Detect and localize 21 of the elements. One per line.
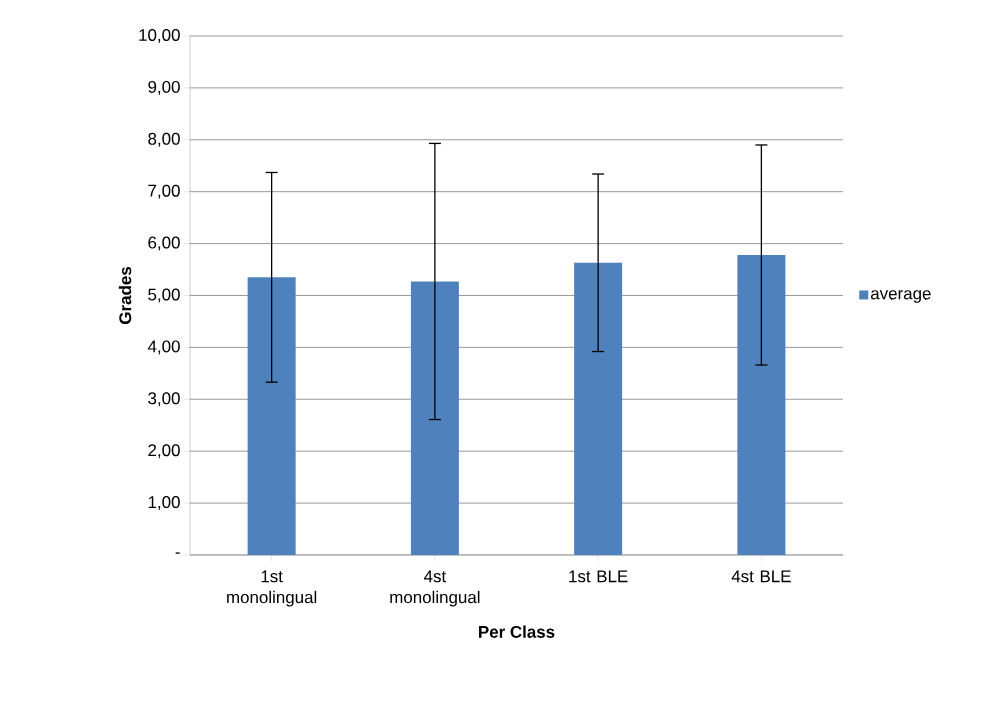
y-tick-label: - [175,552,180,554]
y-tick-label: 2,00 [148,444,180,459]
x-tick-label: 4st BLE [731,570,791,583]
bar [247,277,296,555]
y-tick-label: 9,00 [148,80,180,95]
y-tick-label: 10,00 [139,28,180,43]
y-tick-label: 5,00 [148,288,180,303]
x-axis-title: Per Class [479,625,555,638]
y-tick-label: 6,00 [148,236,180,251]
bar [574,262,623,555]
y-tick-label: 3,00 [148,392,180,407]
y-tick-label: 8,00 [148,132,180,147]
x-tick-label: 1st BLE [569,570,628,583]
y-tick-label: 7,00 [148,184,180,199]
x-tick-label: 4st monolingual [390,570,480,607]
y-axis-title: Grades [118,267,132,324]
legend-label: average [870,290,931,303]
y-tick-label: 1,00 [148,496,180,511]
x-tick-label: 1st monolingual [227,570,317,607]
y-tick-label: 4,00 [147,340,180,355]
bar [737,255,786,555]
